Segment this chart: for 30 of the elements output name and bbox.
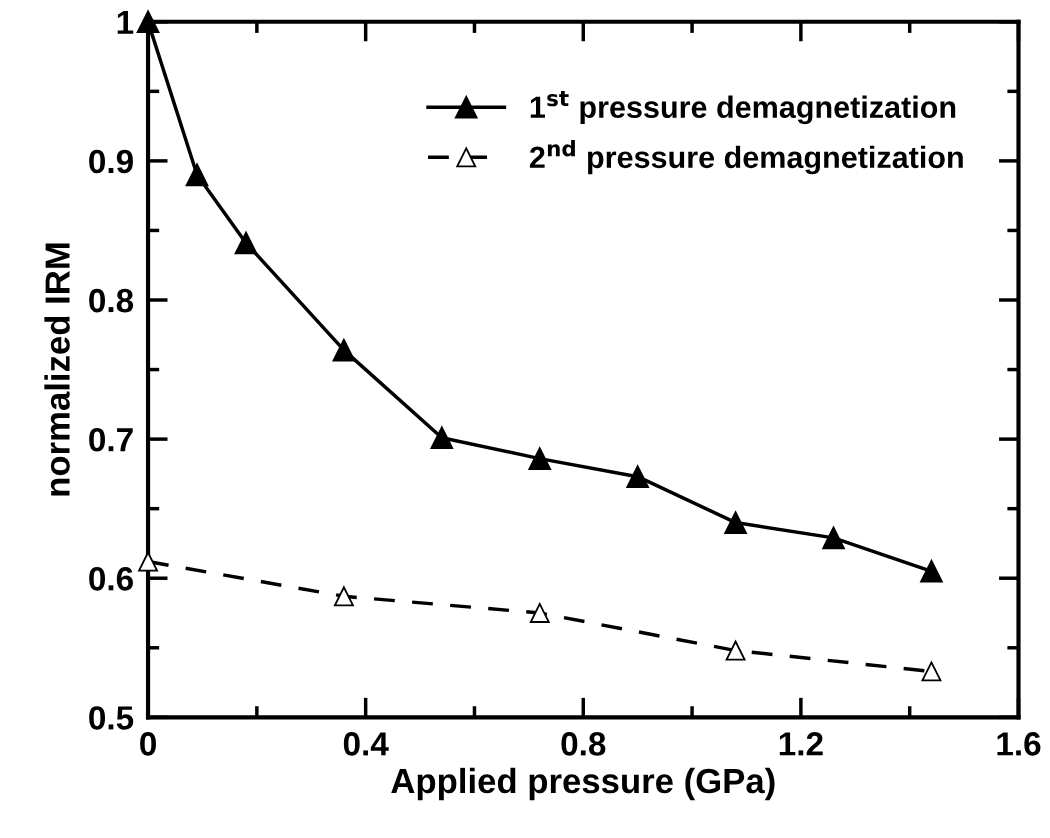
y-axis-title: normalized IRM bbox=[44, 243, 70, 496]
point bbox=[921, 661, 942, 682]
point bbox=[529, 603, 550, 623]
point bbox=[528, 447, 552, 470]
point bbox=[724, 511, 747, 534]
legend-label: 2$^{nd}$ pressure demagnetization bbox=[529, 139, 963, 175]
point bbox=[136, 10, 160, 34]
point bbox=[333, 586, 354, 607]
x-tick-label: 1.2 bbox=[779, 732, 823, 756]
point bbox=[725, 640, 746, 661]
y-tick-label: 1 bbox=[117, 10, 134, 34]
y-tick-label: 0.5 bbox=[89, 706, 134, 730]
x-tick-label: 1.6 bbox=[997, 732, 1041, 756]
y-tick-label: 0.7 bbox=[89, 427, 133, 452]
legend-label: 1$^{st}$ pressure demagnetization bbox=[530, 91, 956, 125]
x-tick-label: 0.8 bbox=[561, 732, 606, 756]
x-axis-title: Applied pressure (GPa) bbox=[391, 767, 775, 801]
point bbox=[138, 551, 158, 572]
point bbox=[626, 465, 649, 488]
point bbox=[234, 231, 258, 255]
point bbox=[332, 338, 356, 362]
y-tick-label: 0.6 bbox=[89, 567, 133, 591]
y-tick-label: 0.9 bbox=[89, 149, 133, 174]
point bbox=[920, 559, 943, 583]
x-tick-label: 0 bbox=[140, 732, 156, 756]
y-tick-label: 0.8 bbox=[89, 288, 134, 313]
point bbox=[430, 426, 454, 450]
point bbox=[822, 526, 845, 550]
x-tick-label: 0.4 bbox=[343, 732, 389, 756]
point bbox=[185, 163, 209, 187]
